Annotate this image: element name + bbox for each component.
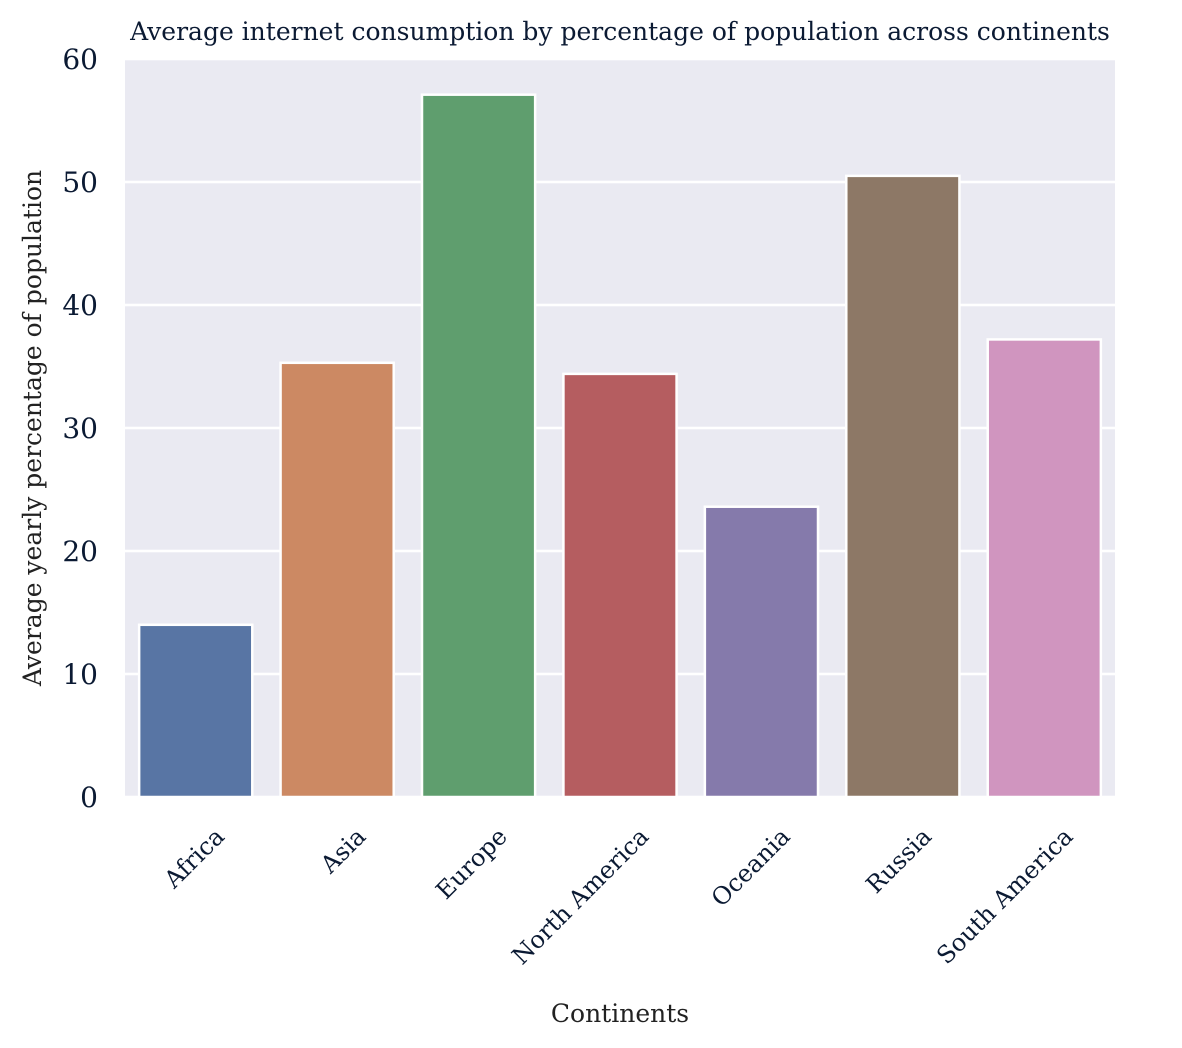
y-tick-label: 10: [62, 658, 98, 691]
x-tick-label: Oceania: [706, 822, 796, 912]
bar-africa: [137, 623, 254, 799]
x-tick-label: Asia: [314, 822, 371, 879]
y-tick-label: 50: [62, 166, 98, 199]
x-tick-label: North America: [507, 822, 655, 970]
bar-oceania: [703, 505, 820, 799]
y-tick-label: 0: [80, 781, 98, 814]
y-tick-label: 40: [62, 289, 98, 322]
x-tick-label: Russia: [861, 822, 937, 898]
bar-europe: [420, 93, 537, 799]
bars: [137, 93, 1103, 799]
bar-south-america: [986, 338, 1103, 799]
bar-north-america: [562, 372, 678, 799]
y-axis-ticks: 0 10 20 30 40 50 60: [62, 43, 98, 814]
x-tick-label: Europe: [430, 822, 512, 904]
y-tick-label: 60: [62, 43, 98, 76]
y-tick-label: 30: [62, 412, 98, 445]
x-tick-label: South America: [931, 822, 1078, 969]
x-tick-label: Africa: [158, 822, 230, 894]
y-axis-label: Average yearly percentage of population: [18, 170, 47, 687]
bar-russia: [845, 174, 961, 799]
bar-asia: [279, 361, 395, 799]
chart-title: Average internet consumption by percenta…: [129, 17, 1110, 46]
y-tick-label: 20: [62, 535, 98, 568]
x-axis-label: Continents: [551, 999, 689, 1028]
